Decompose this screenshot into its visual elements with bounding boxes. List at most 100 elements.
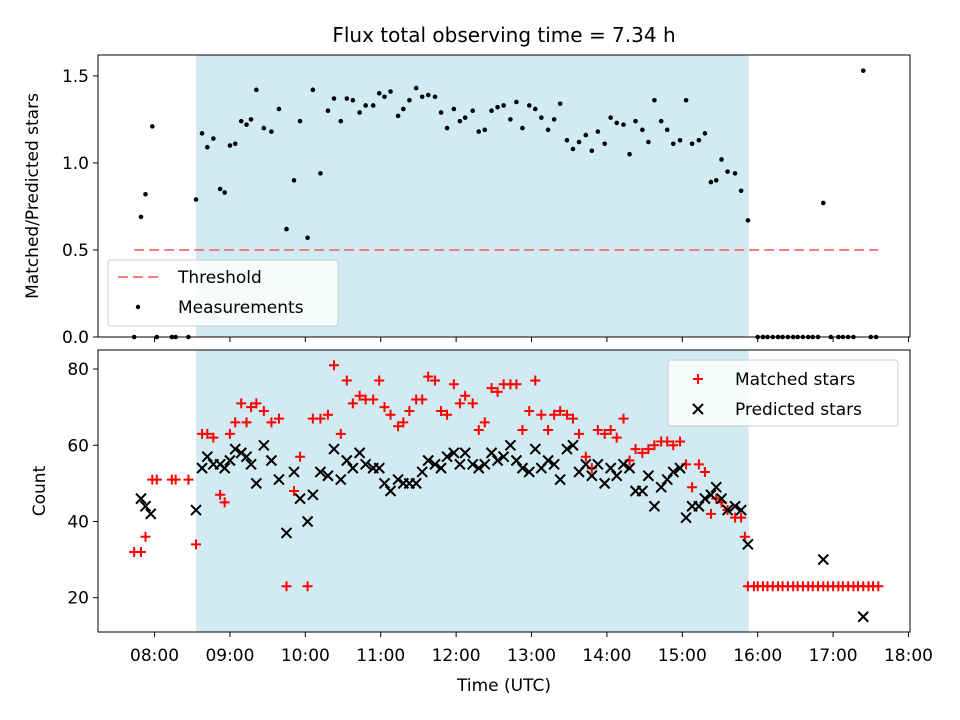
predicted-star-point (529, 443, 541, 455)
measurement-point (576, 139, 582, 145)
measurement-point (732, 171, 738, 176)
predicted-star-point (548, 458, 560, 471)
predicted-star-point (715, 492, 728, 505)
matched-star-point (736, 512, 747, 523)
matched-star-point (436, 405, 447, 416)
predicted-star-point (661, 473, 673, 486)
x-tick-label: 10:00 (281, 646, 330, 666)
measurement-point (238, 118, 244, 124)
matched-star-point (599, 428, 610, 439)
measurement-point (310, 87, 316, 93)
measurement-point (745, 218, 751, 223)
measurement-point (520, 125, 525, 131)
matched-star-point (574, 428, 585, 439)
measurement-point (363, 103, 368, 108)
x-tick-label: 08:00 (130, 646, 179, 666)
predicted-star-point (201, 450, 214, 463)
measurement-point (376, 90, 382, 96)
matched-star-point (530, 375, 541, 386)
predicted-star-point (567, 439, 579, 451)
matched-star-point (230, 417, 241, 428)
measurement-point (331, 96, 337, 101)
matched-star-point (662, 436, 673, 447)
x-tick-label: 09:00 (205, 646, 254, 666)
matched-star-point (273, 413, 284, 424)
predicted-star-point (280, 527, 293, 539)
bottom-y-axis-label: Count (30, 465, 50, 516)
predicted-stars-layer (135, 439, 869, 623)
measurement-point (725, 169, 730, 174)
matched-star-point (417, 394, 428, 405)
predicted-legend-marker (692, 403, 704, 415)
matched-star-point (170, 474, 181, 485)
predicted-star-point (611, 470, 623, 482)
measurement-point (382, 94, 387, 100)
matched-legend-marker (693, 374, 703, 384)
measurement-point (627, 151, 632, 157)
predicted-star-point (817, 553, 830, 566)
predicted-star-point (359, 458, 372, 471)
measurement-point (539, 115, 544, 120)
x-tick-label: 12:00 (432, 646, 481, 666)
matched-star-point (473, 425, 484, 436)
measurement-point (583, 132, 589, 138)
measurement-point (254, 87, 259, 93)
y-tick-label: 40 (67, 512, 89, 532)
measurement-point (276, 106, 282, 112)
measurement-point (633, 118, 638, 124)
chart-title: Flux total observing time = 7.34 h (332, 23, 675, 47)
predicted-star-point (139, 500, 152, 512)
matched-star-point (592, 425, 603, 436)
matched-star-point (368, 394, 379, 405)
measurement-point (658, 118, 664, 124)
predicted-star-point (288, 466, 300, 478)
x-tick-label: 17:00 (809, 646, 858, 666)
matched-star-point (711, 493, 722, 504)
measurement-point (413, 85, 419, 91)
matched-star-point (486, 383, 497, 394)
measurement-point (344, 96, 350, 101)
predicted-star-point (655, 481, 667, 493)
matched-star-point (354, 390, 365, 401)
measurement-point (476, 129, 482, 134)
measurement-point (621, 122, 626, 127)
matched-star-point (467, 398, 478, 409)
x-tick-label: 18:00 (884, 646, 933, 666)
predicted-star-point (497, 450, 510, 463)
measurement-point (395, 113, 401, 119)
matched-star-point (208, 432, 219, 443)
matched-star-point (398, 417, 409, 428)
matched-star-point (511, 379, 522, 390)
matched-star-point (236, 398, 247, 409)
measurement-point (338, 118, 344, 124)
matched-star-point (536, 409, 547, 420)
predicted-star-point (636, 485, 649, 497)
predicted-star-point (510, 454, 523, 467)
measurement-point (244, 122, 249, 127)
top-legend-box (107, 259, 339, 327)
predicted-star-point (504, 439, 517, 451)
matched-star-point (873, 581, 884, 592)
predicted-star-point (429, 458, 441, 471)
predicted-star-point (586, 470, 598, 482)
predicted-star-point (617, 458, 630, 471)
predicted-star-point (378, 477, 391, 490)
measurement-point (482, 127, 488, 133)
matched-star-point (322, 409, 333, 420)
matched-star-point (183, 474, 194, 485)
measurement-point (269, 129, 274, 134)
measurement-point (602, 141, 607, 147)
matched-star-point (460, 390, 471, 401)
predicted-star-point (273, 473, 285, 486)
matched-star-point (675, 436, 686, 447)
predicted-star-point (516, 462, 529, 474)
measurement-point (222, 190, 227, 195)
matched-star-point (295, 451, 306, 462)
matched-star-point (215, 489, 226, 500)
matched-star-point (687, 482, 698, 493)
matched-star-point (135, 546, 146, 557)
predicted-star-point (416, 466, 428, 478)
predicted-star-point (435, 462, 447, 474)
predicted-star-point (322, 470, 334, 482)
bottom-y-ticks: 20 40 60 80 (67, 360, 98, 609)
